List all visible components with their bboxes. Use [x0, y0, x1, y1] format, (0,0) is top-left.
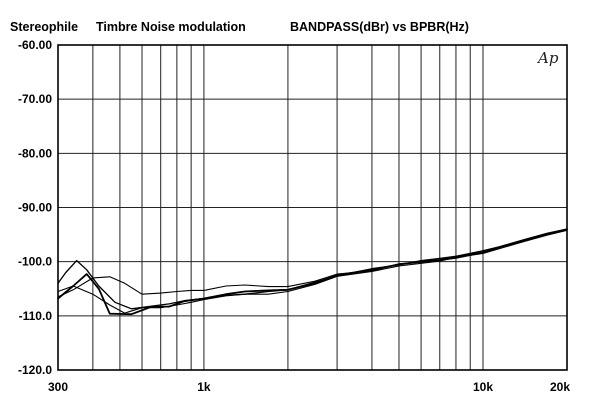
x-axis-tick-labels: 300 1k 10k 20k	[48, 380, 570, 394]
y-tick-label: -120.0	[18, 363, 52, 377]
y-axis-tick-labels: -60.00 -70.00 -80.00 -90.00 -100.0 -110.0 -120…	[18, 38, 52, 377]
data-series	[57, 228, 568, 316]
y-tick-label: -100.0	[18, 255, 52, 269]
x-tick-label: 20k	[550, 380, 570, 394]
ap-logo: Ap	[536, 49, 559, 67]
y-tick-label: -110.0	[19, 309, 53, 323]
y-tick-label: -70.00	[18, 92, 52, 106]
chart-title: Timbre Noise modulation	[96, 20, 246, 34]
y-tick-label: -80.00	[18, 146, 52, 160]
series-line	[57, 228, 568, 298]
series-line	[57, 229, 568, 314]
series-line	[57, 229, 568, 310]
x-tick-label: 300	[48, 380, 68, 394]
plot-frame	[57, 44, 568, 371]
y-tick-label: -90.00	[18, 201, 52, 215]
x-tick-label: 10k	[473, 380, 493, 394]
axes-title: BANDPASS(dBr) vs BPBR(Hz)	[290, 20, 469, 34]
x-tick-label: 1k	[197, 380, 211, 394]
brand-label: Stereophile	[10, 20, 78, 34]
y-tick-label: -60.00	[18, 38, 52, 52]
chart-grid	[58, 45, 567, 370]
